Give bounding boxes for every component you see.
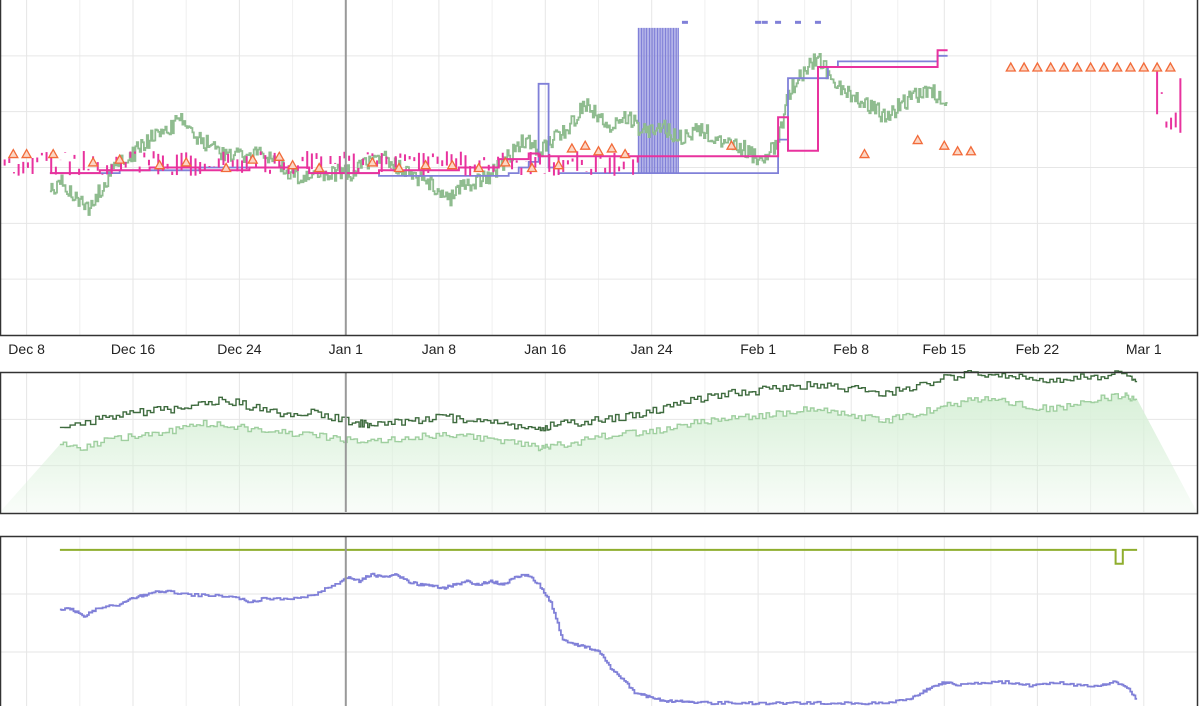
- x-tick-label: Feb 15: [923, 341, 967, 357]
- series-position-line: [59, 572, 1138, 706]
- trade-triangle-marker: [619, 148, 631, 159]
- trade-triangle-marker: [1058, 61, 1070, 72]
- trade-triangle-marker: [1031, 61, 1044, 72]
- position-grid: [0, 536, 1197, 706]
- trade-triangle-marker: [858, 148, 871, 159]
- price-frame: [0, 0, 1199, 337]
- position-frame: [0, 535, 1199, 706]
- trade-triangle-marker: [606, 142, 618, 153]
- trade-triangle-marker: [7, 148, 19, 159]
- x-tick-label: Feb 22: [1016, 341, 1060, 357]
- x-tick-label: Dec 24: [217, 341, 262, 357]
- trade-triangle-marker: [912, 134, 924, 145]
- series-olive-line: [59, 548, 1138, 565]
- trade-triangle-marker: [526, 162, 538, 173]
- x-tick-label: Feb 8: [833, 341, 869, 357]
- trade-triangle-marker: [273, 151, 285, 161]
- equity-frame: [0, 371, 1199, 515]
- trade-triangle-marker: [114, 153, 126, 164]
- x-tick-label: Jan 1: [329, 341, 363, 357]
- trade-triangle-marker: [366, 156, 379, 167]
- x-tick-label: Jan 16: [524, 341, 566, 357]
- trade-triangle-marker: [1005, 61, 1017, 72]
- x-tick-label: Feb 1: [740, 341, 776, 357]
- trade-triangle-marker: [1071, 61, 1083, 72]
- trade-triangle-marker: [419, 159, 432, 170]
- trade-triangle-marker: [592, 145, 605, 156]
- trade-triangle-marker: [473, 162, 485, 173]
- trade-triangle-marker: [87, 156, 99, 167]
- price-panel: [0, 0, 1199, 337]
- trade-triangle-marker: [180, 156, 192, 167]
- trade-triangle-marker: [579, 139, 591, 150]
- trade-triangle-marker: [1138, 61, 1150, 72]
- trade-triangle-marker: [393, 162, 405, 173]
- trade-triangle-marker: [47, 148, 59, 159]
- trade-triangle-marker: [951, 145, 964, 156]
- trade-triangle-marker: [220, 162, 232, 173]
- trade-triangle-marker: [1164, 61, 1177, 72]
- trade-triangle-marker: [1098, 61, 1110, 72]
- x-tick-label: Mar 1: [1126, 341, 1162, 357]
- equity-area-fill: [0, 393, 1197, 512]
- trade-triangle-marker: [1018, 61, 1030, 72]
- x-tick-label: Jan 8: [422, 341, 456, 357]
- equity-panel: [0, 370, 1199, 515]
- trade-triangle-marker: [1111, 61, 1123, 72]
- trade-triangle-marker: [446, 159, 458, 170]
- trade-triangle-marker: [1045, 61, 1057, 72]
- series-green-line: [49, 53, 948, 216]
- trade-triangle-marker: [313, 162, 325, 173]
- trade-triangle-marker: [1084, 61, 1097, 72]
- trade-triangle-marker: [247, 153, 259, 164]
- x-tick-label: Jan 24: [631, 341, 673, 357]
- trade-triangle-marker: [938, 139, 950, 150]
- trade-triangle-marker: [1151, 61, 1163, 72]
- trade-triangle-marker: [725, 139, 738, 150]
- series-equity-light-line: [59, 392, 1138, 452]
- x-tick-label: Dec 16: [111, 341, 156, 357]
- trade-triangle-marker: [1124, 61, 1137, 72]
- trade-triangle-marker: [286, 159, 299, 170]
- x-tick-label: Dec 8: [8, 341, 45, 357]
- trade-triangle-marker: [499, 156, 512, 167]
- trade-triangle-marker: [552, 159, 565, 170]
- trade-triangle-marker: [153, 159, 166, 170]
- position-panel: [0, 535, 1199, 706]
- trade-triangle-marker: [965, 145, 977, 156]
- trade-triangle-marker: [566, 142, 578, 153]
- trade-triangle-marker: [20, 148, 33, 159]
